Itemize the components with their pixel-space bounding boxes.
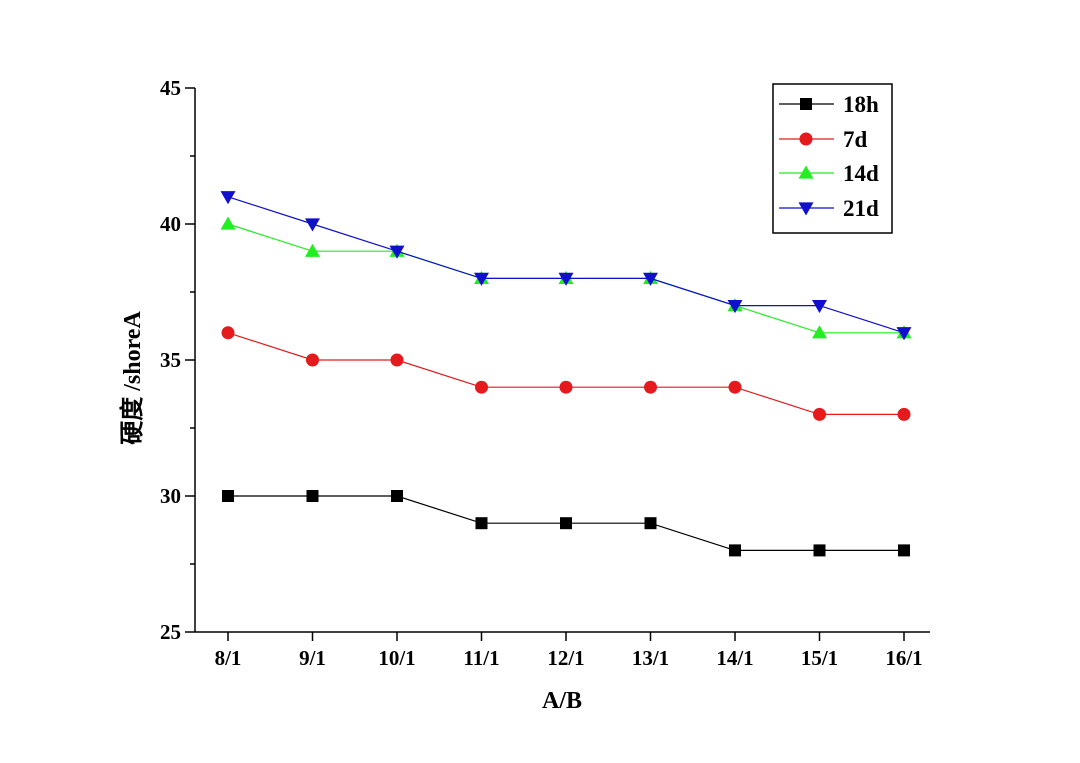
data-point [475,380,488,394]
data-point [220,191,236,205]
data-point [643,272,658,286]
data-point [220,216,236,230]
data-point [475,517,488,530]
legend-label: 18h [843,92,879,117]
x-tick-label: 14/1 [716,646,753,670]
data-point [896,327,912,341]
series [220,191,912,557]
data-point [221,326,235,340]
y-tick-label: 25 [160,620,181,644]
data-point [559,380,573,394]
data-point [391,490,403,502]
x-axis-title: A/B [542,688,582,714]
data-point [305,243,320,257]
data-point [798,202,814,216]
x-tick-label: 10/1 [378,646,415,670]
y-tick-label: 35 [160,348,181,372]
data-point [800,98,812,110]
series-line [227,332,904,415]
legend-label: 21d [843,196,879,221]
data-point [222,490,234,502]
data-point [728,380,742,394]
y-tick-label: 45 [160,76,181,100]
x-tick-label: 9/1 [299,646,326,670]
data-point [389,245,405,259]
legend-item-7d: 7d [779,127,868,152]
data-point [390,353,404,367]
series-21d [220,191,912,341]
legend: 18h 7d 14d 21d [772,83,893,234]
series-18h [222,490,910,557]
data-point [813,407,826,421]
x-tick-label: 11/1 [463,646,499,670]
legend-item-18h: 18h [779,92,879,117]
y-axis-title: 硬度 /shoreA [118,311,146,445]
data-point [305,218,320,232]
data-point [812,299,827,314]
legend-item-14d: 14d [779,161,879,186]
data-point [898,544,910,557]
legend-label: 7d [843,127,868,152]
legend-item-21d: 21d [779,196,879,221]
data-point [474,272,489,286]
y-tick-label: 40 [160,212,181,236]
data-point [306,353,319,367]
ticks: 25 30 35 40 45 8/1 9/1 10/1 11/1 12/1 13/1 14/1 15/1… [160,76,923,670]
data-point [812,325,827,339]
data-point [798,165,814,179]
y-tick-label: 30 [160,484,181,508]
data-point [813,544,826,557]
data-point [560,517,572,530]
data-point [644,380,657,394]
legend-label: 14d [843,161,879,186]
data-point [729,544,741,557]
data-point [897,407,911,421]
series-7d [221,326,911,421]
x-tick-label: 8/1 [215,646,242,670]
x-tick-label: 12/1 [547,646,584,670]
data-point [558,272,574,286]
data-point [799,132,813,146]
x-tick-label: 15/1 [801,646,838,670]
x-tick-label: 16/1 [885,646,922,670]
x-tick-label: 13/1 [632,646,669,670]
data-point [306,490,319,502]
data-point [644,517,657,530]
data-point [727,299,743,314]
